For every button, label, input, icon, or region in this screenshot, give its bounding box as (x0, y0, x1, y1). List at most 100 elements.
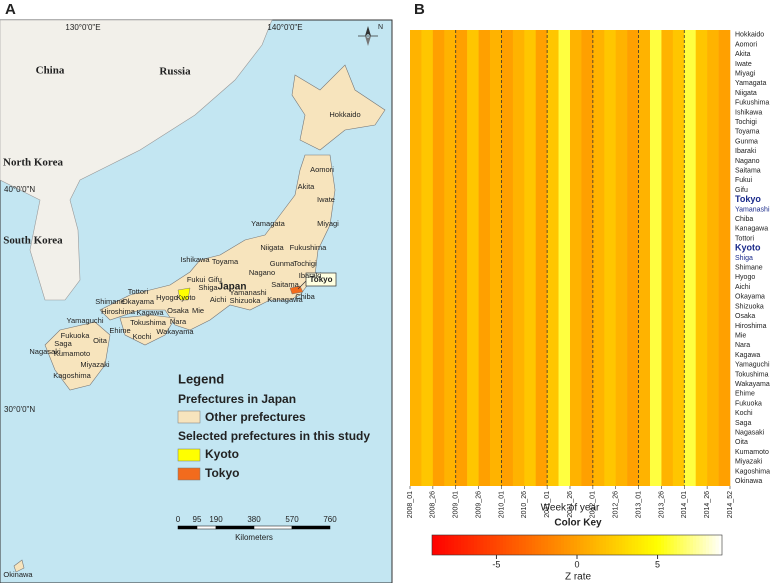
scale-segment (215, 525, 255, 530)
row-label: Iwate (735, 61, 752, 68)
colorkey-step (667, 535, 671, 555)
x-tick-label: 2012_26 (613, 491, 620, 518)
colorkey-step (435, 535, 439, 555)
row-label: Aomori (735, 41, 758, 48)
map-label: Okayama (122, 297, 155, 306)
row-label: Kyoto (735, 243, 761, 253)
colorkey-step (570, 535, 575, 555)
colorkey-step (670, 535, 675, 555)
colorkey-step (718, 535, 723, 555)
map-label: Fukuoka (61, 331, 91, 340)
map-label: Miyazaki (80, 360, 110, 369)
colorkey-step (583, 535, 588, 555)
colorkey-step (602, 535, 607, 555)
lat-label: 30°0'0"N (4, 405, 35, 414)
legend-swatch (177, 448, 201, 462)
scale-tick-label: 95 (193, 515, 202, 524)
map-label: Toyama (212, 257, 239, 266)
heat-cell (592, 30, 605, 486)
heat-cell (501, 30, 514, 486)
colorkey-step (506, 535, 510, 555)
legend-group: Prefectures in Japan (178, 392, 296, 406)
colorkey-step (457, 535, 462, 555)
heat-cell (570, 30, 582, 486)
country-label: Russia (159, 66, 191, 78)
colorkey-step (535, 535, 539, 555)
row-label: Fukui (735, 177, 753, 184)
colorkey-step (467, 535, 472, 555)
row-label: Hokkaido (735, 32, 764, 39)
x-axis-label: Week of year (541, 503, 600, 514)
colorkey-step (638, 535, 642, 555)
x-tick-label: 2012_01 (590, 491, 597, 518)
row-label: Nagasaki (735, 429, 765, 436)
map-label: Gunma (270, 259, 295, 268)
heat-cell (467, 30, 479, 486)
map-label: Niigata (260, 243, 284, 252)
legend-entry: Other prefectures (205, 410, 306, 424)
colorkey-step (580, 535, 584, 555)
heat-cell (604, 30, 617, 486)
heat-cell (547, 30, 559, 486)
map-label: Kagawa (136, 308, 164, 317)
country-label: China (36, 65, 65, 77)
map-label: Shizuoka (230, 296, 262, 305)
x-tick-label: 2009_26 (475, 491, 482, 518)
shikoku-land (119, 314, 176, 346)
colorkey-step (641, 535, 646, 555)
colorkey-step (680, 535, 684, 555)
legend-title: Legend (178, 371, 224, 386)
map-label: Nara (170, 317, 187, 326)
colorkey-step (454, 535, 459, 555)
colorkey-step (654, 535, 658, 555)
colorkey-step (676, 535, 681, 555)
colorkey-step (499, 535, 504, 555)
x-tick-label: 2014_01 (681, 491, 688, 518)
colorkey-step (693, 535, 697, 555)
heat-cell (490, 30, 502, 486)
row-label: Kagawa (735, 352, 760, 359)
heat-cell (718, 30, 731, 486)
map-label: Ehime (109, 326, 130, 335)
colorkey-step (493, 535, 497, 555)
asia-land (0, 19, 273, 301)
scale-segment (177, 525, 198, 530)
scale-segment (253, 525, 293, 530)
country-label: Japan (218, 282, 247, 293)
colorkey-step (441, 535, 446, 555)
colorkey-step (577, 535, 581, 555)
colorkey-step (567, 535, 571, 555)
panel-label: A (5, 1, 16, 18)
row-label: Ehime (735, 391, 755, 398)
colorkey-step (628, 535, 633, 555)
row-label: Fukushima (735, 100, 769, 107)
colorkey-step (657, 535, 662, 555)
colorkey-step (480, 535, 484, 555)
map-label: Yamaguchi (67, 316, 104, 325)
heat-cell (524, 30, 537, 486)
heat-cell (661, 30, 674, 486)
heat-cell (638, 30, 651, 486)
colorkey-step (548, 535, 552, 555)
map-label: Shiga (198, 283, 218, 292)
colorkey-step (622, 535, 626, 555)
x-tick-label: 2008_26 (430, 491, 437, 518)
row-label: Ishikawa (735, 109, 762, 116)
colorkey-step (615, 535, 620, 555)
map-label: Saga (54, 339, 72, 348)
map-label: Wakayama (156, 327, 194, 336)
colorkey-step (438, 535, 443, 555)
row-label: Nagano (735, 158, 760, 165)
scale-tick-label: 380 (247, 515, 261, 524)
legend-entry: Kyoto (205, 447, 239, 461)
row-label: Chiba (735, 216, 753, 223)
compass-label: N (378, 24, 383, 31)
colorkey-step (606, 535, 610, 555)
x-tick-label: 2008_01 (407, 491, 414, 518)
colorkey-step (589, 535, 594, 555)
colorkey-step (709, 535, 713, 555)
heatmap: 2008_01 2008_26 2009_01 2009_26 2010_01 2010_… (407, 30, 770, 569)
colorkey-step (541, 535, 546, 555)
row-label: Kagoshima (735, 468, 770, 475)
